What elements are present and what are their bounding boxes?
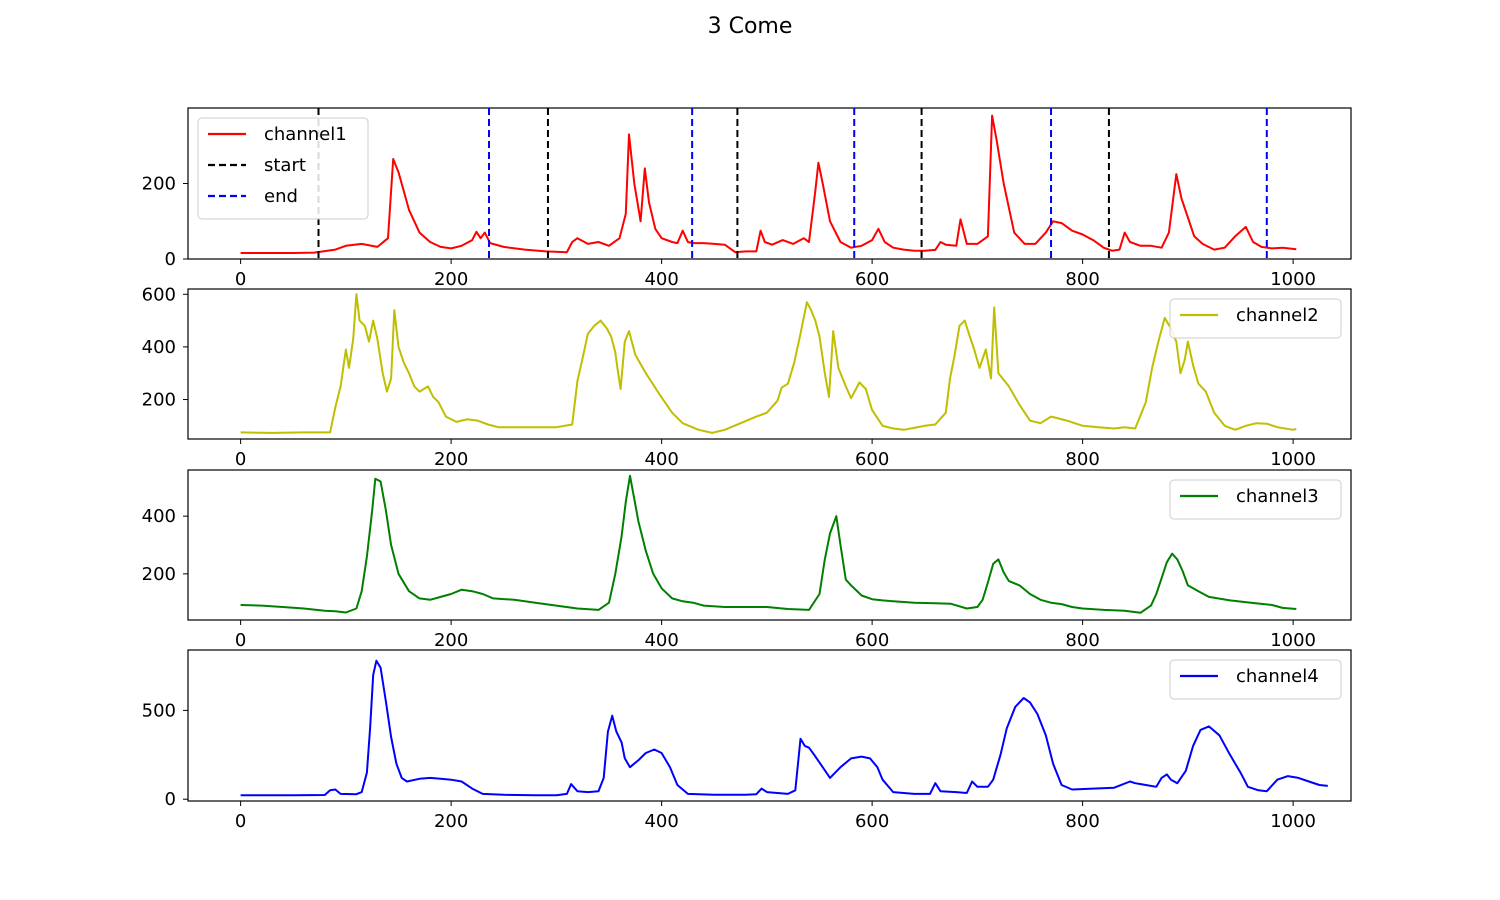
series-line-channel2 (240, 293, 1297, 434)
legend-label-channel3: channel3 (1236, 486, 1319, 507)
x-tick-label: 1000 (1270, 269, 1316, 290)
axis-ticks-1: 0 200 400 600 800 1000 0 200 (142, 174, 1316, 291)
x-tick-label: 0 (235, 269, 246, 290)
series-line-channel4 (240, 659, 1328, 797)
axes-frame-4 (187, 649, 1352, 802)
x-tick-label: 600 (855, 449, 889, 470)
y-tick-label: 0 (165, 789, 176, 810)
x-tick-label: 600 (855, 811, 889, 832)
y-tick-label: 400 (142, 506, 176, 527)
legend-label-start: start (264, 155, 306, 176)
legend-box (197, 117, 369, 220)
plot-area-3 (240, 474, 1297, 614)
y-tick-label: 400 (142, 337, 176, 358)
x-tick-label: 800 (1065, 630, 1099, 651)
legend-box (1169, 298, 1342, 339)
axis-ticks-2: 0 200 400 600 800 1000 200 400 600 (142, 284, 1316, 470)
legend-1: channel1 start end (197, 117, 369, 220)
y-tick-label: 500 (142, 700, 176, 721)
figure-title: 3 Come (707, 14, 793, 39)
y-tick-label: 200 (142, 564, 176, 585)
series-line-channel3 (240, 474, 1297, 614)
x-tick-label: 800 (1065, 811, 1099, 832)
plot-area-4 (240, 659, 1328, 797)
axis-ticks-3: 0 200 400 600 800 1000 200 400 (142, 506, 1316, 651)
y-tick-label: 600 (142, 284, 176, 305)
series-line-channel1 (240, 114, 1297, 254)
x-tick-label: 200 (434, 449, 468, 470)
y-tick-label: 200 (142, 174, 176, 195)
x-tick-label: 0 (235, 630, 246, 651)
x-tick-label: 200 (434, 269, 468, 290)
x-tick-label: 800 (1065, 269, 1099, 290)
axes-frame-2 (187, 288, 1352, 440)
x-tick-label: 1000 (1270, 449, 1316, 470)
x-tick-label: 400 (644, 449, 678, 470)
legend-label-channel2: channel2 (1236, 305, 1319, 326)
x-tick-label: 600 (855, 269, 889, 290)
axes-frame-3 (187, 469, 1352, 621)
subplot-channel1: 0 200 400 600 800 1000 0 200 channel1 start end (142, 107, 1352, 291)
legend-label-end: end (264, 186, 298, 207)
legend-4: channel4 (1169, 659, 1342, 700)
legend-2: channel2 (1169, 298, 1342, 339)
x-tick-label: 1000 (1270, 630, 1316, 651)
x-tick-label: 800 (1065, 449, 1099, 470)
axis-ticks-4: 0 200 400 600 800 1000 0 500 (142, 700, 1316, 832)
x-tick-label: 200 (434, 811, 468, 832)
y-tick-label: 200 (142, 390, 176, 411)
y-tick-label: 0 (165, 249, 176, 270)
x-tick-label: 400 (644, 811, 678, 832)
x-tick-label: 0 (235, 811, 246, 832)
legend-label-channel1: channel1 (264, 124, 347, 145)
plot-area-2 (240, 293, 1297, 434)
x-tick-label: 400 (644, 630, 678, 651)
legend-box (1169, 479, 1342, 520)
x-tick-label: 200 (434, 630, 468, 651)
legend-label-channel4: channel4 (1236, 666, 1319, 687)
x-tick-label: 1000 (1270, 811, 1316, 832)
plot-area-1 (240, 108, 1297, 259)
subplot-channel4: 0 200 400 600 800 1000 0 500 channel4 (142, 649, 1352, 832)
x-tick-label: 600 (855, 630, 889, 651)
x-tick-label: 400 (644, 269, 678, 290)
x-tick-label: 0 (235, 449, 246, 470)
subplot-channel2: 0 200 400 600 800 1000 200 400 600 channel2 (142, 284, 1352, 470)
legend-box (1169, 659, 1342, 700)
legend-3: channel3 (1169, 479, 1342, 520)
subplot-channel3: 0 200 400 600 800 1000 200 400 channel3 (142, 469, 1352, 651)
